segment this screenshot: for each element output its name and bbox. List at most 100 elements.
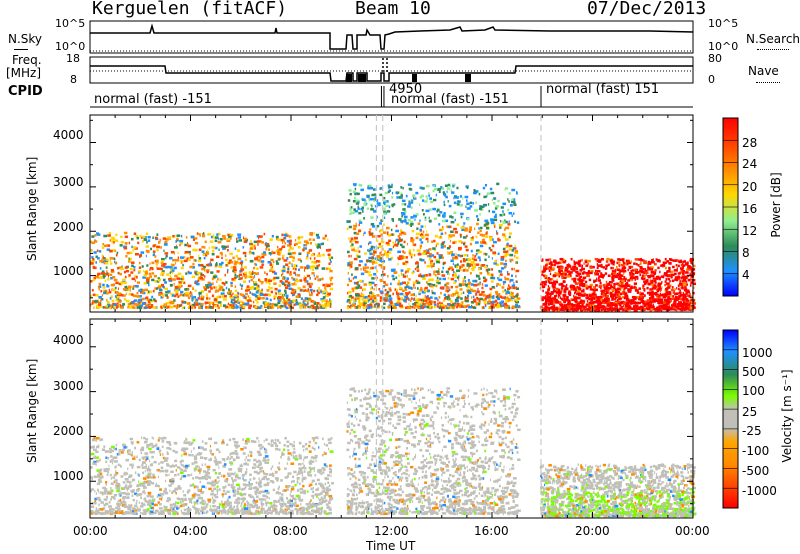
power-echo-cell <box>581 282 586 286</box>
power-echo-cell <box>237 261 240 265</box>
power-echo-cell <box>265 242 267 245</box>
power-echo-cell <box>223 304 227 307</box>
power-echo-cell <box>566 264 571 268</box>
power-echo-cell <box>671 307 673 311</box>
power-echo-cell <box>485 232 488 235</box>
power-echo-cell <box>122 288 126 291</box>
power-echo-cell <box>358 219 362 222</box>
power-echo-cell <box>159 292 163 295</box>
power-echo-cell <box>557 288 561 292</box>
power-echo-cell <box>679 282 683 286</box>
power-echo-cell <box>654 281 657 284</box>
power-echo-cell <box>324 294 329 298</box>
power-echo-cell <box>219 278 222 281</box>
power-echo-cell <box>151 295 154 299</box>
power-echo-cell <box>509 253 514 257</box>
power-echo-cell <box>547 277 550 280</box>
power-echo-cell <box>309 285 312 289</box>
power-echo-cell <box>205 269 210 272</box>
power-echo-cell <box>509 279 514 282</box>
power-echo-cell <box>462 197 464 200</box>
power-echo-cell <box>285 306 289 310</box>
power-echo-cell <box>362 306 366 310</box>
power-echo-cell <box>553 288 555 292</box>
power-echo-cell <box>204 246 206 249</box>
power-echo-cell <box>670 273 675 277</box>
power-echo-cell <box>447 183 451 187</box>
power-echo-cell <box>434 297 438 300</box>
power-echo-cell <box>388 287 392 290</box>
power-echo-cell <box>479 297 483 301</box>
power-echo-cell <box>672 303 675 306</box>
power-echo-cell <box>513 203 517 206</box>
power-echo-cell <box>551 296 554 300</box>
power-echo-cell <box>573 305 576 309</box>
power-echo-cell <box>591 305 593 309</box>
power-echo-cell <box>600 298 604 301</box>
power-echo-cell <box>650 274 654 277</box>
power-echo-cell <box>290 291 294 295</box>
power-echo-cell <box>451 191 455 194</box>
power-echo-cell <box>550 278 554 281</box>
power-echo-cell <box>261 296 265 300</box>
power-echo-cell <box>253 252 255 255</box>
power-echo-cell <box>468 228 472 232</box>
power-echo-cell <box>138 289 142 292</box>
power-echo-cell <box>654 285 658 289</box>
power-echo-cell <box>257 259 261 262</box>
power-echo-cell <box>303 275 306 278</box>
power-echo-cell <box>492 238 494 241</box>
power-echo-cell <box>692 282 696 286</box>
power-echo-cell <box>367 296 371 299</box>
power-echo-cell <box>355 222 357 226</box>
power-echo-cell <box>119 244 123 247</box>
power-echo-cell <box>151 261 155 265</box>
power-echo-cell <box>483 238 485 242</box>
power-echo-cell <box>651 259 654 262</box>
power-echo-cell <box>405 270 409 273</box>
power-echo-cell <box>271 304 274 308</box>
power-echo-cell <box>256 297 261 300</box>
power-echo-cell <box>570 298 573 302</box>
power-echo-cell <box>618 261 621 264</box>
power-echo-cell <box>490 280 494 283</box>
power-echo-cell <box>380 219 384 222</box>
power-echo-cell <box>581 266 583 270</box>
power-echo-cell <box>245 289 249 292</box>
power-echo-cell <box>370 301 373 304</box>
power-echo-cell <box>668 258 672 261</box>
power-echo-cell <box>124 231 128 235</box>
power-echo-cell <box>128 257 132 261</box>
power-echo-cell <box>560 282 564 286</box>
power-echo-cell <box>255 272 258 276</box>
power-echo-cell <box>214 239 218 243</box>
power-echo-cell <box>464 229 468 232</box>
power-echo-cell <box>440 243 445 246</box>
power-echo-cell <box>139 304 143 307</box>
power-echo-cell <box>245 287 249 290</box>
power-echo-cell <box>427 279 431 282</box>
power-echo-cell <box>267 303 270 306</box>
power-echo-cell <box>286 284 291 287</box>
power-echo-cell <box>263 232 266 236</box>
power-echo-cell <box>325 249 330 252</box>
power-echo-cell <box>439 277 442 281</box>
power-echo-cell <box>563 298 568 301</box>
power-echo-cell <box>290 235 292 239</box>
power-echo-cell <box>279 280 283 283</box>
power-echo-cell <box>421 199 425 202</box>
power-echo-cell <box>147 239 151 242</box>
power-echo-cell <box>627 288 630 291</box>
power-echo-cell <box>648 261 652 265</box>
power-echo-cell <box>293 264 297 267</box>
power-echo-cell <box>289 242 292 246</box>
power-echo-cell <box>512 295 514 298</box>
power-echo-cell <box>415 300 419 303</box>
power-echo-cell <box>307 305 310 309</box>
power-echo-cell <box>329 269 333 273</box>
power-echo-cell <box>564 270 567 273</box>
power-echo-cell <box>348 263 352 267</box>
power-echo-cell <box>435 279 440 282</box>
power-echo-cell <box>639 269 643 273</box>
power-echo-cell <box>379 299 382 303</box>
